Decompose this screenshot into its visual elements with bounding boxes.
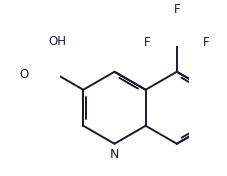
Text: F: F xyxy=(143,36,150,49)
Text: N: N xyxy=(109,148,119,161)
Text: O: O xyxy=(19,68,28,81)
Text: F: F xyxy=(173,3,179,16)
Text: F: F xyxy=(202,36,209,49)
Text: OH: OH xyxy=(48,35,66,48)
